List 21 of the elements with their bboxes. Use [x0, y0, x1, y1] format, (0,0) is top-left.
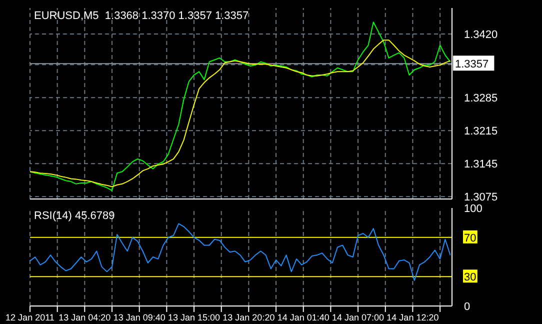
- y-tick-label: 100: [464, 203, 482, 215]
- y-tick-label: 1.3145: [464, 158, 498, 171]
- x-tick-label: 13 Jan 09:40: [113, 312, 166, 322]
- y-tick-label: 1.3075: [464, 192, 498, 204]
- line-series: [30, 223, 451, 282]
- chart-title: RSI(14) 45.6789: [34, 210, 115, 222]
- y-tick-label: 70: [464, 232, 476, 244]
- y-tick-label: 1.3215: [464, 126, 498, 138]
- x-tick-label: 14 Jan 01:40: [277, 312, 330, 322]
- x-tick-label: 14 Jan 07:00: [332, 312, 384, 322]
- ref-line-label: 1.3357: [455, 58, 489, 71]
- x-tick-label: 14 Jan 12:20: [386, 312, 439, 322]
- y-tick-label: 0: [464, 301, 470, 313]
- x-tick-label: 13 Jan 15:00: [168, 312, 220, 322]
- x-tick-label: 12 Jan 2011: [6, 312, 54, 322]
- y-tick-label: 1.3420: [464, 28, 498, 41]
- chart-title: EURUSD,M5 1.3368 1.3370 1.3357 1.3357: [34, 10, 249, 22]
- y-tick-label: 30: [464, 272, 476, 284]
- x-tick-label: 13 Jan 20:20: [222, 312, 275, 322]
- y-tick-label: 1.3285: [464, 92, 498, 105]
- x-tick-label: 13 Jan 04:20: [58, 312, 111, 322]
